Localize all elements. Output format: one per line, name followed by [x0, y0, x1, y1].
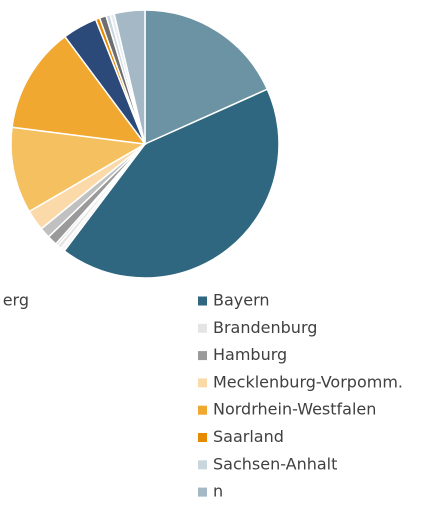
pie-slice	[11, 35, 147, 145]
pie-slice	[63, 88, 280, 279]
pie-slice	[10, 126, 148, 213]
legend-label: Mecklenburg-Vorpomm.	[213, 372, 403, 391]
legend-swatch	[198, 296, 207, 306]
legend-label: Hamburg	[213, 345, 287, 364]
legend-swatch	[198, 351, 207, 361]
legend-label: Bayern	[213, 291, 270, 310]
legend-swatch	[198, 323, 207, 333]
legend-swatch	[198, 405, 207, 415]
legend-swatch	[198, 460, 207, 470]
pie-slice	[113, 9, 146, 145]
legend-label: n	[213, 482, 223, 501]
legend-label: Sachsen-Anhalt	[213, 454, 337, 473]
legend-label: Brandenburg	[213, 318, 317, 337]
legend-swatch	[198, 378, 207, 388]
pie-slice	[144, 9, 269, 146]
legend-swatch	[198, 433, 207, 442]
legend-label: Saarland	[213, 427, 284, 446]
legend-swatch	[198, 487, 207, 497]
legend-label: Nordrhein-Westfalen	[213, 400, 376, 419]
legend-label: erg	[3, 291, 29, 310]
